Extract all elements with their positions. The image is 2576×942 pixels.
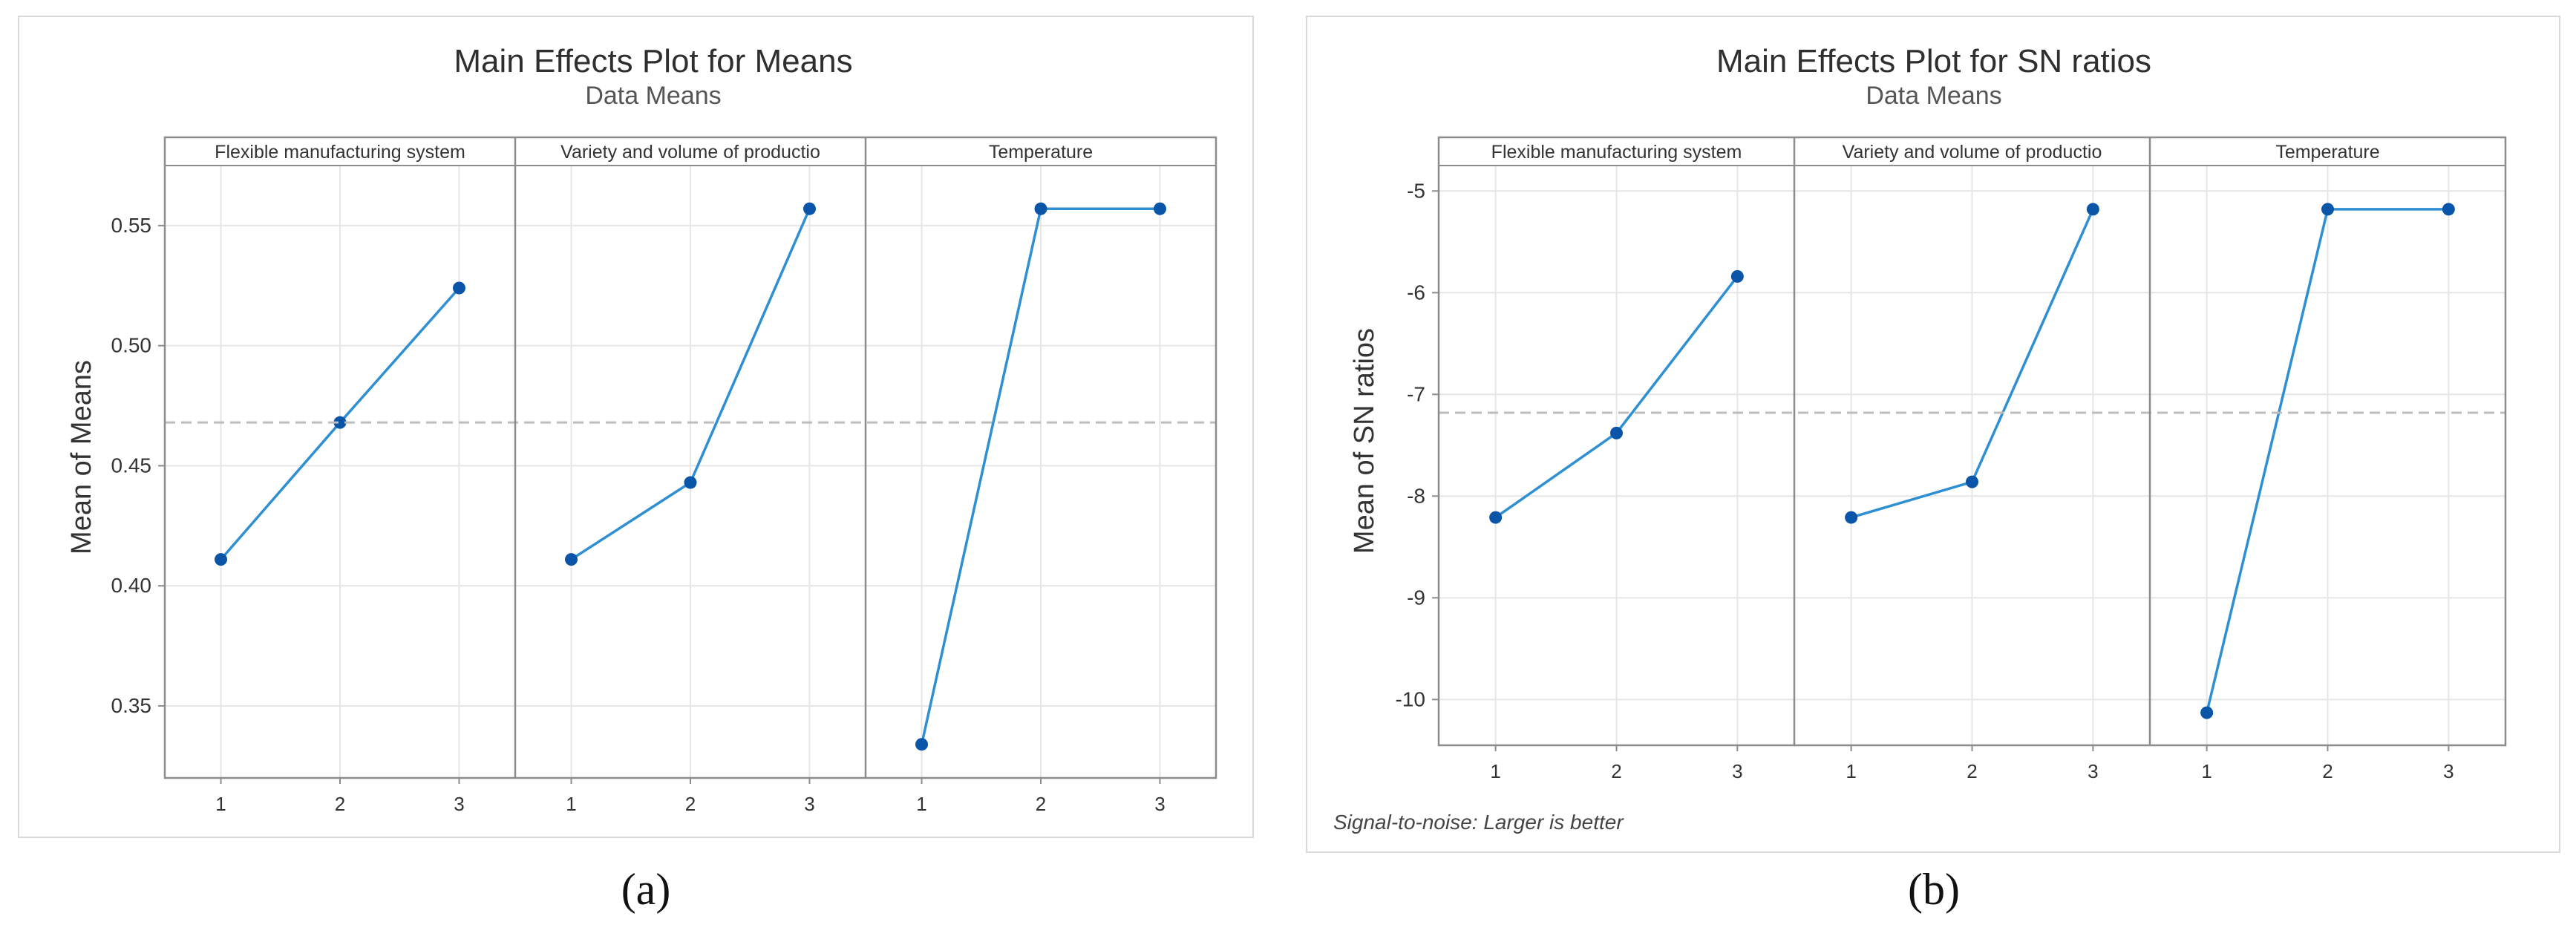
data-point <box>915 738 929 751</box>
x-tick-label: 3 <box>1154 793 1165 815</box>
panel-strip-label: Variety and volume of productio <box>560 142 820 163</box>
data-point <box>2086 203 2099 216</box>
x-tick-label: 3 <box>454 793 464 815</box>
data-point <box>802 202 816 215</box>
plot-border <box>163 136 1217 779</box>
y-tick-label: -8 <box>1407 484 1425 507</box>
x-tick-label: 2 <box>1967 760 1977 782</box>
panel-2: Variety and volume of productio 1 2 3 <box>515 142 866 815</box>
y-tick-label: -5 <box>1407 179 1425 202</box>
panel-strip-label: Variety and volume of productio <box>1843 142 2102 163</box>
panel-strip-label: Flexible manufacturing system <box>215 142 465 163</box>
y-tick-label: 0.45 <box>111 454 152 477</box>
y-tick-label: -9 <box>1407 586 1425 609</box>
x-tick-label: 2 <box>685 793 696 815</box>
chart-a: Main Effects Plot for Means Data Means Mea… <box>18 16 1254 914</box>
panel-strip-label: Flexible manufacturing system <box>1491 142 1742 163</box>
data-point <box>1034 202 1047 215</box>
x-tick-label: 2 <box>1036 793 1046 815</box>
y-tick-label: 0.40 <box>111 574 152 597</box>
panel-1: Flexible manufacturing system 1 2 3 <box>1439 142 1794 782</box>
data-point <box>2321 203 2334 216</box>
chart-frame <box>18 16 1254 838</box>
data-point <box>333 416 347 429</box>
panel-strip-label: Temperature <box>989 142 1093 163</box>
x-tick-label: 1 <box>566 793 576 815</box>
x-tick-label: 1 <box>2201 760 2211 782</box>
panel-1: Flexible manufacturing system 1 2 3 <box>165 142 515 815</box>
data-point <box>1153 202 1166 215</box>
x-tick-label: 1 <box>215 793 226 815</box>
chart-frame <box>1306 16 2560 853</box>
y-tick-label: 0.55 <box>111 214 152 237</box>
chart-title: Main Effects Plot for Means <box>454 43 852 79</box>
data-point <box>215 553 228 566</box>
y-axis-label: Mean of Means <box>66 360 97 555</box>
x-tick-label: 3 <box>2088 760 2098 782</box>
x-tick-label: 1 <box>1490 760 1500 782</box>
panel-3: Temperature 1 2 3 <box>866 142 1216 815</box>
data-point <box>452 281 465 295</box>
plot-border <box>1437 136 2507 747</box>
data-point <box>565 553 578 566</box>
y-tick-label: -7 <box>1407 382 1425 405</box>
footnote: Signal-to-noise: Larger is better <box>1333 811 1624 834</box>
y-axis-label: Mean of SN ratios <box>1349 328 1380 554</box>
x-tick-label: 2 <box>1611 760 1621 782</box>
data-point <box>2442 203 2455 216</box>
y-tick-label: 0.50 <box>111 334 152 357</box>
x-tick-label: 1 <box>916 793 926 815</box>
data-point <box>1730 269 1744 283</box>
panel-3: Temperature 1 2 3 <box>2150 142 2505 782</box>
y-tick-label: -6 <box>1407 281 1425 304</box>
x-tick-label: 3 <box>2443 760 2454 782</box>
x-tick-label: 3 <box>804 793 814 815</box>
x-tick-label: 2 <box>2322 760 2333 782</box>
y-tick-label: -10 <box>1396 687 1425 710</box>
figure-caption: (a) <box>621 865 671 914</box>
panel-2: Variety and volume of productio 1 2 3 <box>1794 142 2150 782</box>
x-tick-label: 3 <box>1732 760 1742 782</box>
data-point <box>684 476 697 489</box>
data-point <box>1966 475 1978 488</box>
figure-caption: (b) <box>1908 865 1960 914</box>
panel-strip-label: Temperature <box>2275 142 2379 163</box>
data-point <box>1610 426 1623 439</box>
y-tick-label: 0.35 <box>111 694 152 717</box>
x-tick-label: 1 <box>1846 760 1856 782</box>
data-point <box>2200 706 2214 719</box>
chart-subtitle: Data Means <box>585 82 721 110</box>
chart-b: Main Effects Plot for SN ratios Data Mean… <box>1306 16 2560 914</box>
x-tick-label: 2 <box>335 793 345 815</box>
chart-title: Main Effects Plot for SN ratios <box>1716 43 2151 79</box>
data-point <box>1845 511 1858 524</box>
chart-subtitle: Data Means <box>1866 82 2001 110</box>
data-point <box>1489 511 1503 524</box>
